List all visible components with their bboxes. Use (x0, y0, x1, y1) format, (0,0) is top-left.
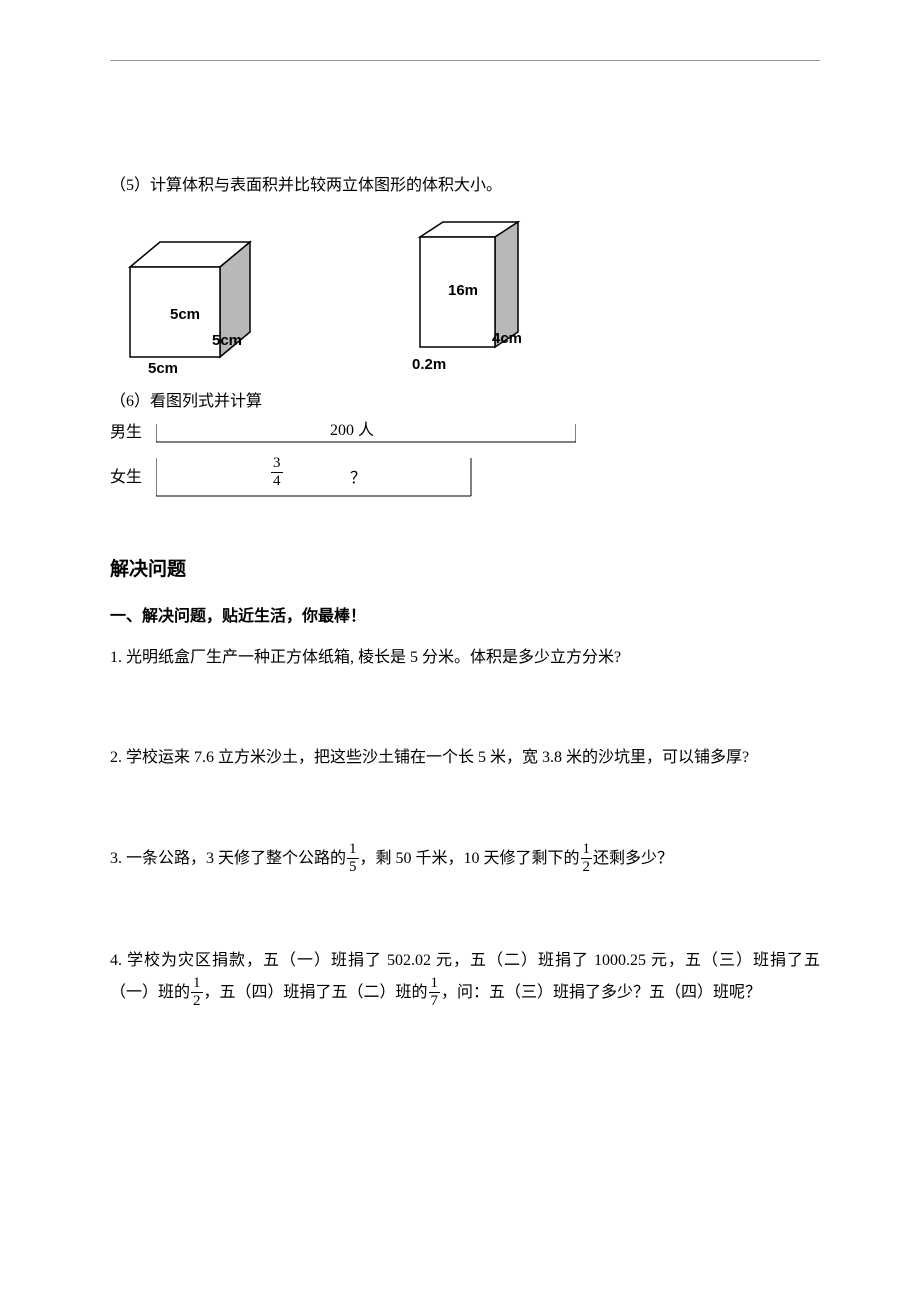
cuboid-depth-label: 4cm (492, 325, 522, 354)
figures-row: 5cm 5cm 5cm 16m 4cm 0.2m (110, 217, 820, 377)
section-title: 解决问题 (110, 552, 820, 588)
cube-depth-label: 5cm (212, 327, 242, 356)
question-5-text: （5）计算体积与表面积并比较两立体图形的体积大小。 (110, 171, 820, 201)
male-label: 男生 (110, 418, 156, 448)
cube-width-label: 5cm (148, 355, 178, 384)
p4-part-c: ，问：五（三）班捐了多少？五（四）班呢？ (441, 984, 761, 1001)
top-horizontal-rule (110, 60, 820, 61)
question-6-text: （6）看图列式并计算 (110, 387, 820, 417)
p3-frac-2: 12 (581, 842, 593, 875)
p3-frac-1: 15 (347, 842, 359, 875)
male-value: 200 人 (330, 416, 374, 446)
female-label: 女生 (110, 463, 156, 493)
p4-part-b: ，五（四）班捐了五（二）班的 (204, 984, 428, 1001)
female-bar (156, 454, 476, 502)
p3-part-a: 3. 一条公路，3 天修了整个公路的 (110, 851, 346, 868)
problem-3: 3. 一条公路，3 天修了整个公路的15，剩 50 千米，10 天修了剩下的12… (110, 843, 820, 876)
bar-row-male: 男生 200 人 (110, 418, 820, 448)
p4-frac-1: 12 (191, 976, 203, 1009)
cuboid-width-label: 0.2m (412, 351, 446, 380)
section-subtitle: 一、解决问题，贴近生活，你最棒！ (110, 602, 820, 632)
p3-part-c: 还剩多少？ (593, 851, 673, 868)
p3-part-b: ，剩 50 千米，10 天修了剩下的 (360, 851, 580, 868)
cube-height-label: 5cm (170, 301, 200, 330)
female-question-mark: ？ (350, 464, 366, 494)
question-6: （6）看图列式并计算 男生 200 人 女生 34 ？ (110, 387, 820, 502)
bar-row-female: 女生 34 ？ (110, 454, 820, 502)
cuboid-height-label: 16m (448, 277, 478, 306)
cube-figure: 5cm 5cm 5cm (110, 237, 270, 377)
problem-2: 2. 学校运来 7.6 立方米沙土，把这些沙土铺在一个长 5 米，宽 3.8 米… (110, 743, 820, 773)
problem-1: 1. 光明纸盒厂生产一种正方体纸箱, 棱长是 5 分米。体积是多少立方分米? (110, 643, 820, 673)
p4-frac-2: 17 (429, 976, 441, 1009)
cuboid-figure: 16m 4cm 0.2m (400, 217, 550, 377)
problem-4: 4. 学校为灾区捐款，五（一）班捐了 502.02 元，五（二）班捐了 1000… (110, 946, 820, 1009)
page: （5）计算体积与表面积并比较两立体图形的体积大小。 5cm 5cm 5cm (0, 0, 920, 1070)
female-fraction: 34 (270, 457, 284, 490)
